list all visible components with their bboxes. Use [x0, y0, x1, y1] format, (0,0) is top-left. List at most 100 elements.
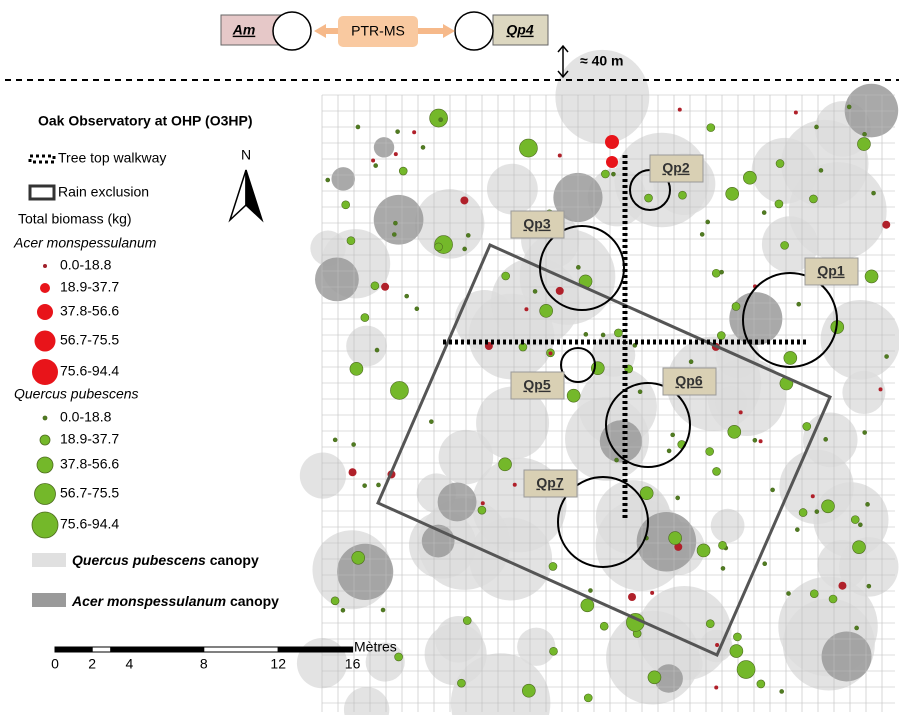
quercus-tree: [644, 193, 653, 203]
acer-tree: [878, 387, 883, 392]
acer-canopy: [373, 137, 395, 158]
biomass-title: Total biomass (kg): [18, 211, 132, 227]
canopy-legend: Quercus pubescens canopy: [72, 552, 259, 568]
distance-label: ≈ 40 m: [580, 53, 623, 69]
quercus-tree: [566, 388, 581, 403]
quercus-tree: [828, 594, 838, 604]
quercus-tree: [775, 159, 785, 168]
quercus-tree: [360, 313, 370, 322]
am-label: Am: [232, 22, 256, 38]
acer-tree: [381, 282, 390, 291]
quercus-tree: [438, 117, 443, 122]
acer-tree: [557, 153, 562, 158]
quercus-tree: [429, 419, 434, 424]
quercus-tree: [394, 652, 403, 662]
quercus-tree: [865, 502, 870, 507]
acer-tree: [793, 110, 798, 115]
acer-range: 37.8-56.6: [60, 303, 119, 319]
scale-tick-label: 8: [200, 656, 208, 672]
quercus-canopy: [820, 300, 899, 380]
arrow-head: [557, 44, 569, 53]
walkway-label: Tree top walkway: [58, 150, 166, 166]
acer-tree: [393, 152, 398, 157]
quercus-symbol: [31, 511, 59, 539]
acer-tree: [810, 494, 815, 499]
plot-circle: [557, 476, 649, 568]
acer-canopy: [844, 83, 899, 138]
quercus-tree: [465, 233, 471, 238]
acer-range: 56.7-75.5: [60, 332, 119, 348]
canopy-species: Acer monspessulanum: [71, 593, 226, 609]
quercus-tree: [779, 689, 785, 694]
quercus-tree: [390, 381, 409, 400]
scale-tick-label: 12: [270, 656, 286, 672]
scale-tick-label: 2: [88, 656, 96, 672]
acer-canopy: [373, 194, 424, 245]
quercus-tree: [583, 332, 589, 337]
acer-tree: [628, 593, 637, 602]
canopy-species: Quercus pubescens: [72, 552, 206, 568]
quercus-tree: [862, 131, 867, 137]
quercus-tree: [756, 679, 766, 689]
quercus-tree: [720, 566, 726, 571]
acer-tree: [882, 220, 891, 229]
scale-tick-label: 16: [345, 656, 361, 672]
quercus-tree: [729, 644, 744, 658]
quercus-canopy: [365, 642, 405, 682]
acer-symbol: [40, 283, 50, 293]
quercus-tree: [332, 437, 338, 443]
quercus-tree: [699, 232, 705, 237]
plot-box: [662, 367, 717, 396]
quercus-tree: [717, 331, 726, 340]
quercus-tree: [818, 168, 824, 173]
north-arrow: [228, 169, 247, 223]
quercus-tree: [639, 486, 654, 501]
legend-title: Oak Observatory at OHP (O3HP): [38, 113, 252, 129]
quercus-range: 0.0-18.8: [60, 409, 112, 425]
scale-unit: Mètres: [354, 639, 397, 655]
quercus-tree: [462, 616, 472, 625]
am-chamber: [272, 11, 312, 51]
quercus-tree: [711, 268, 721, 278]
scale-segment: [203, 646, 279, 653]
quercus-tree: [670, 432, 675, 438]
quercus-symbol: [34, 483, 56, 505]
quercus-symbol: [42, 415, 48, 421]
plot-box: [510, 210, 565, 239]
ptr-ms-box: [338, 16, 418, 47]
acer-symbol: [32, 359, 58, 385]
plot-label: Qp5: [523, 377, 550, 393]
quercus-canopy: [468, 293, 555, 380]
quercus-tree: [404, 293, 410, 299]
quercus-tree: [548, 562, 558, 571]
scale-segment: [277, 646, 354, 653]
quercus-tree: [434, 242, 443, 252]
quercus-tree: [858, 522, 863, 528]
quercus-tree: [380, 607, 386, 613]
quercus-tree: [696, 543, 711, 558]
quercus-tree: [762, 561, 768, 567]
arrow-left: [314, 24, 338, 38]
quercus-tree: [614, 328, 623, 338]
quercus-tree: [325, 177, 331, 183]
quercus-title: Quercus pubescens: [14, 386, 139, 402]
quercus-tree: [420, 145, 426, 150]
plot-circle: [539, 225, 625, 311]
acer-tree: [677, 107, 682, 112]
walkway-icon: [28, 154, 56, 164]
quercus-canopy: [486, 163, 538, 215]
quercus-tree: [351, 550, 366, 565]
plot-box: [804, 257, 859, 286]
quercus-tree: [398, 166, 408, 176]
quercus-tree: [351, 442, 356, 447]
quercus-tree: [798, 508, 808, 517]
quercus-tree: [519, 138, 538, 158]
plot-label: Qp2: [662, 160, 689, 176]
quercus-tree: [583, 693, 593, 703]
quercus-canopy: [842, 370, 886, 414]
quercus-canopy: [346, 325, 387, 367]
scale-tick-label: 4: [126, 656, 134, 672]
acer-tree: [524, 307, 529, 312]
quercus-tree: [576, 265, 581, 270]
quercus-canopy: [418, 498, 511, 590]
